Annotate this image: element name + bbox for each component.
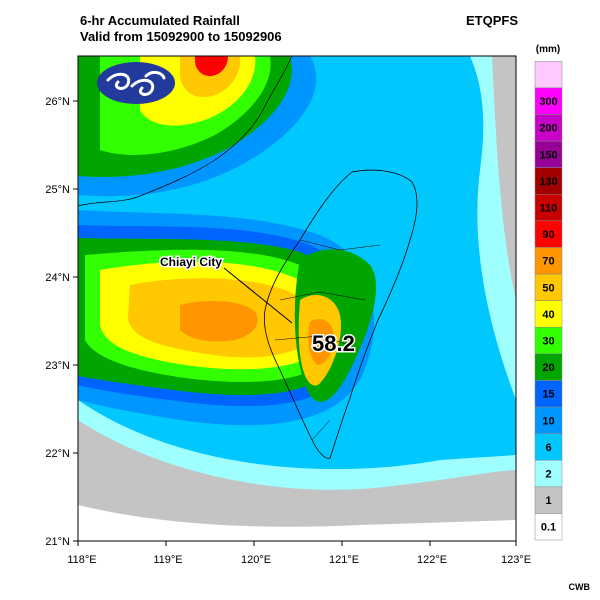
max-rainfall-value: 58.2	[312, 331, 355, 356]
legend-label: 50	[542, 282, 554, 294]
legend-swatch	[534, 353, 563, 381]
valid-period: Valid from 15092900 to 15092906	[80, 29, 282, 44]
cwb-logo-icon	[97, 62, 175, 104]
legend-label: 0.1	[541, 522, 556, 534]
legend-swatch	[534, 513, 563, 541]
legend-swatch	[534, 114, 563, 142]
legend-label: 2	[545, 469, 551, 481]
legend-swatch	[534, 60, 563, 89]
lon-tick-label: 119°E	[153, 554, 182, 566]
lat-tick-label: 26°N	[45, 96, 70, 108]
legend-swatch	[534, 273, 563, 301]
field-0mm-south	[78, 505, 516, 541]
legend-swatch	[534, 300, 563, 328]
field-70mm	[180, 300, 258, 342]
legend-label: 200	[539, 123, 557, 135]
legend-label: 110	[540, 203, 558, 215]
field-70mm-taiwan	[308, 318, 335, 365]
legend-label: 30	[542, 336, 554, 348]
legend-swatch	[534, 193, 563, 222]
legend-swatch	[534, 486, 563, 514]
chiayi-callout-line	[223, 267, 293, 324]
chart-title: 6-hr Accumulated Rainfall	[80, 13, 240, 28]
lat-tick-label: 23°N	[45, 360, 70, 372]
taiwan-outline	[263, 169, 418, 459]
legend-swatch	[534, 220, 563, 248]
rainfall-field	[78, 56, 516, 541]
legend-swatch	[534, 380, 563, 408]
map-frame	[77, 55, 517, 542]
agency-credit: CWB	[568, 582, 591, 592]
legend-label: 20	[542, 362, 554, 374]
color-legend: 0.1 1 2 6 10 15 20 30 40 50 70 90 110 130 150 200 300	[534, 60, 563, 541]
lat-tick-label: 21°N	[45, 536, 70, 548]
lon-tick-label: 121°E	[329, 554, 359, 566]
legend-swatch	[534, 326, 563, 355]
legend-label: 70	[542, 256, 554, 268]
legend-swatch	[534, 140, 563, 168]
china-coastline	[77, 55, 293, 207]
lat-tick-label: 24°N	[45, 272, 70, 284]
lon-tick-label: 123°E	[501, 554, 531, 566]
legend-label: 300	[539, 96, 557, 108]
legend-label: 40	[542, 309, 554, 321]
legend-label: 90	[542, 229, 554, 241]
legend-label: 10	[542, 415, 554, 427]
lon-tick-label: 122°E	[417, 554, 447, 566]
legend-label: 150	[539, 149, 557, 161]
county-borders	[274, 239, 381, 441]
lon-tick-label: 118°E	[67, 554, 96, 566]
legend-label: 1	[545, 495, 551, 507]
field-90mm-north	[195, 56, 228, 77]
chiayi-city-label: Chiayi City	[160, 255, 222, 269]
lon-tick-label: 120°E	[241, 554, 271, 566]
legend-label: 6	[545, 442, 551, 454]
legend-label: 130	[539, 176, 557, 188]
lat-tick-label: 25°N	[45, 184, 70, 196]
legend-swatch	[534, 87, 563, 115]
longitude-axis: 118°E 119°E 120°E 121°E 122°E 123°E	[67, 541, 531, 566]
legend-label: 15	[542, 389, 554, 401]
legend-unit: (mm)	[536, 44, 560, 55]
field-1mm-south	[78, 420, 516, 541]
lat-tick-label: 22°N	[45, 448, 70, 460]
product-name: ETQPFS	[465, 13, 518, 28]
field-1mm-east	[492, 56, 516, 300]
latitude-axis: 21°N 22°N 23°N 24°N 25°N 26°N	[45, 96, 78, 548]
legend-swatch	[534, 167, 563, 195]
